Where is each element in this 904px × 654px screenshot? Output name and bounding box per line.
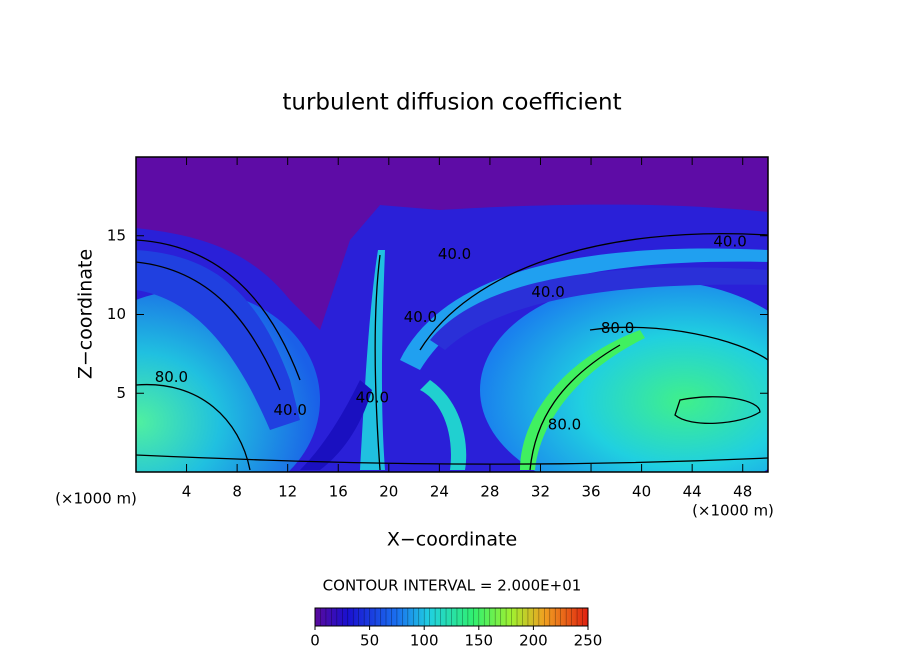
colorbar-tick-label: 50 [360, 632, 379, 650]
x-tick-label: 36 [581, 483, 600, 501]
colorbar-tick-label: 100 [410, 632, 439, 650]
contour-label: 40.0 [356, 388, 389, 406]
contour-label: 80.0 [601, 319, 634, 337]
y-tick-label: 5 [116, 384, 126, 402]
x-tick-label: 4 [182, 483, 192, 501]
y-axis-label: Z−coordinate [75, 249, 97, 379]
contour-label: 80.0 [548, 415, 581, 433]
colorbar [314, 607, 589, 627]
y-unit-label: (×1000 m) [55, 490, 137, 508]
y-tick-label: 10 [107, 305, 126, 323]
x-tick-label: 32 [531, 483, 550, 501]
x-tick-label: 48 [733, 483, 752, 501]
x-tick-label: 12 [278, 483, 297, 501]
x-tick-label: 16 [329, 483, 348, 501]
contour-label: 80.0 [155, 368, 188, 386]
x-tick-label: 20 [379, 483, 398, 501]
x-tick-label: 28 [480, 483, 499, 501]
chart-title: turbulent diffusion coefficient [282, 90, 621, 116]
contour-label: 40.0 [274, 401, 307, 419]
x-tick-label: 44 [683, 483, 702, 501]
colorbar-tick-label: 150 [464, 632, 493, 650]
colorbar-tick-label: 0 [310, 632, 320, 650]
contour-label: 40.0 [438, 245, 471, 263]
x-axis-label: X−coordinate [387, 529, 517, 551]
x-tick-label: 8 [232, 483, 242, 501]
colorbar-tick-label: 200 [519, 632, 548, 650]
x-unit-label: (×1000 m) [692, 502, 774, 520]
contour-interval: CONTOUR INTERVAL = 2.000E+01 [323, 577, 582, 595]
colorbar-tick-label: 250 [574, 632, 603, 650]
contour-label: 40.0 [713, 233, 746, 251]
x-tick-label: 24 [430, 483, 449, 501]
x-tick-label: 40 [632, 483, 651, 501]
contour-label: 40.0 [531, 283, 564, 301]
field [136, 157, 768, 472]
contour-label: 40.0 [404, 308, 437, 326]
y-tick-label: 15 [107, 226, 126, 244]
